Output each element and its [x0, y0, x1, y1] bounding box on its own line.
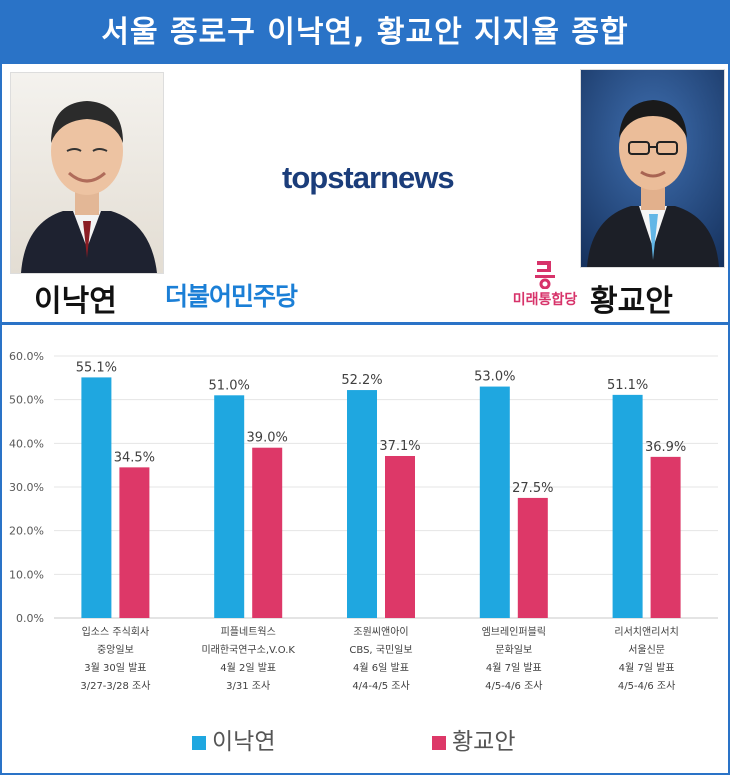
legend-item-series1: 이낙연 — [192, 722, 275, 756]
bar-value-label: 51.1% — [607, 378, 648, 393]
category-label: 문화일보 — [495, 644, 532, 656]
legend-swatch — [432, 735, 446, 750]
y-tick-label: 30.0% — [9, 481, 44, 494]
y-tick-label: 60.0% — [9, 350, 44, 363]
category-label: 3/27-3/28 조사 — [80, 680, 150, 692]
bar-value-label: 39.0% — [247, 431, 288, 446]
right-candidate-photo — [580, 69, 725, 268]
left-candidate-photo — [10, 72, 164, 274]
bar-2-4 — [517, 497, 548, 618]
bars — [81, 377, 681, 618]
bar-value-label: 53.0% — [474, 370, 515, 385]
category-label: 리서치앤리서치 — [614, 626, 678, 638]
bar-1-3 — [347, 390, 377, 618]
category-label: 엠브레인퍼블릭 — [482, 626, 546, 638]
category-label: 4월 6일 발표 — [353, 662, 409, 674]
category-label: 중앙일보 — [97, 644, 134, 656]
category-label: 3월 30일 발표 — [84, 662, 146, 674]
category-label: 4/5-4/6 조사 — [618, 680, 675, 692]
bar-value-label: 37.1% — [379, 439, 420, 454]
y-tick-label: 10.0% — [9, 568, 44, 581]
category-label: 미래한국연구소,V.O.K — [201, 644, 295, 656]
y-tick-label: 20.0% — [9, 525, 44, 538]
category-label: 조원씨앤아이 — [353, 626, 408, 638]
right-candidate-name: 황교안 — [590, 284, 673, 319]
left-candidate-name: 이낙연 — [34, 284, 117, 319]
bar-labels: 55.1% 34.5% 51.0% 39.0% 52.2% 37.1% 53.0% 27.5%… — [76, 360, 687, 496]
bar-value-label: 51.0% — [209, 378, 250, 393]
bar-value-label: 52.2% — [341, 373, 382, 388]
bar-1-2 — [214, 395, 245, 618]
candidate-header: 이낙연 topstarnews 더불어민주당 미래통합당 — [2, 64, 728, 322]
category-label: 4월 7일 발표 — [486, 662, 542, 674]
bar-2-3 — [385, 455, 415, 618]
bar-value-label: 55.1% — [76, 360, 117, 375]
party-emblem-icon — [535, 261, 555, 289]
right-party-logo: 미래통합당 — [510, 259, 580, 309]
bar-value-label: 27.5% — [512, 481, 553, 496]
y-axis-ticks: 0.0% 10.0% 20.0% 30.0% 40.0% 50.0% 60.0% — [9, 350, 44, 625]
bar-1-5 — [612, 394, 643, 618]
legend-swatch — [192, 735, 206, 750]
y-tick-label: 50.0% — [9, 394, 44, 407]
category-label: CBS, 국민일보 — [349, 644, 412, 656]
category-label: 4월 2일 발표 — [220, 662, 276, 674]
bar-2-2 — [252, 447, 283, 618]
category-label: 서울신문 — [628, 644, 665, 656]
bar-1-4 — [479, 386, 510, 618]
legend: 이낙연 황교안 — [2, 722, 728, 762]
bar-2-5 — [650, 456, 681, 618]
right-party-name: 미래통합당 — [512, 292, 578, 308]
section-divider — [2, 322, 728, 325]
bar-value-label: 34.5% — [114, 450, 155, 465]
bar-value-label: 36.9% — [645, 440, 686, 455]
category-label: 입소스 주식회사 — [82, 625, 150, 638]
category-label: 4/5-4/6 조사 — [485, 680, 542, 692]
brand-logo: topstarnews — [282, 160, 455, 195]
bar-1-1 — [81, 377, 112, 618]
page-title: 서울 종로구 이낙연, 황교안 지지율 종합 — [2, 2, 728, 64]
category-label: 4월 7일 발표 — [619, 662, 675, 674]
legend-label: 이낙연 — [212, 729, 276, 755]
legend-item-series2: 황교안 — [432, 722, 515, 756]
legend-label: 황교안 — [452, 729, 516, 755]
y-tick-label: 0.0% — [16, 612, 44, 625]
left-party-logo: 더불어민주당 — [165, 282, 298, 311]
category-label: 4/4-4/5 조사 — [352, 680, 409, 692]
category-label: 3/31 조사 — [226, 680, 270, 692]
category-label: 피플네트웍스 — [221, 626, 276, 638]
y-tick-label: 40.0% — [9, 437, 44, 450]
bar-2-1 — [119, 467, 150, 618]
bar-chart: 0.0% 10.0% 20.0% 30.0% 40.0% 50.0% 60.0% 55.1%… — [9, 350, 718, 692]
